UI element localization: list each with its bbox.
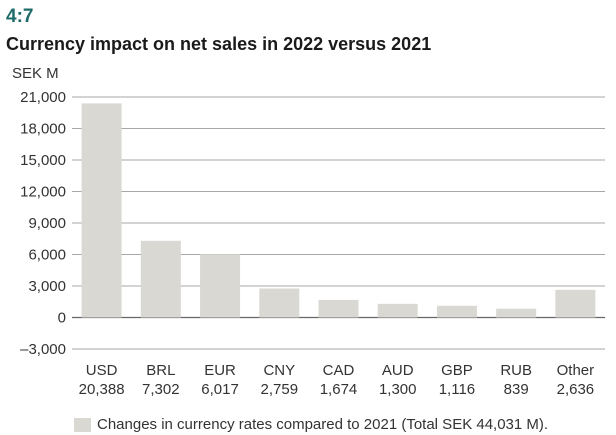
x-axis-labels: USD 20,388 BRL 7,302 EUR 6,017 CNY 2,759 CAD 1,67… <box>79 362 594 398</box>
x-tick-label: AUD <box>382 362 414 379</box>
bar-value-label: 1,300 <box>379 381 417 398</box>
y-tick-label: 3,000 <box>28 278 66 295</box>
bar-value-label: 20,388 <box>79 381 125 398</box>
y-tick-label: –3,000 <box>20 341 66 358</box>
figure-number: 4:7 <box>6 6 34 27</box>
bar-gbp <box>436 305 477 318</box>
legend: Changes in currency rates compared to 20… <box>74 416 548 433</box>
bar-rub <box>496 308 537 318</box>
y-axis-ticks: –3,000 0 3,000 6,000 9,000 12,000 15,000 18,000… <box>20 89 66 358</box>
legend-swatch <box>74 417 91 432</box>
bar-eur <box>200 254 241 318</box>
y-tick-label: 18,000 <box>20 121 66 138</box>
bar-value-label: 6,017 <box>201 381 239 398</box>
bar-value-label: 839 <box>504 381 529 398</box>
y-tick-label: 0 <box>58 310 66 327</box>
y-tick-label: 12,000 <box>20 184 66 201</box>
bar-aud <box>377 303 418 318</box>
y-tick-label: 15,000 <box>20 152 66 169</box>
y-axis-unit-label: SEK M <box>12 65 59 82</box>
bars <box>81 103 596 318</box>
x-tick-label: Other <box>557 362 595 379</box>
y-tick-label: 9,000 <box>28 215 66 232</box>
bar-usd <box>81 103 122 318</box>
legend-label: Changes in currency rates compared to 20… <box>97 416 549 433</box>
x-tick-label: GBP <box>441 362 473 379</box>
x-tick-label: BRL <box>146 362 175 379</box>
bar-value-label: 1,674 <box>320 381 358 398</box>
bar-other <box>555 289 596 318</box>
bar-brl <box>140 240 181 318</box>
bar-value-label: 1,116 <box>439 381 475 398</box>
x-tick-label: RUB <box>500 362 532 379</box>
bar-cad <box>318 299 359 318</box>
x-tick-label: USD <box>86 362 118 379</box>
bar-cny <box>259 288 300 318</box>
x-tick-label: EUR <box>204 362 236 379</box>
y-tick-label: 21,000 <box>20 89 66 106</box>
chart-title: Currency impact on net sales in 2022 ver… <box>6 34 432 54</box>
bar-value-label: 7,302 <box>142 381 180 398</box>
bar-value-label: 2,636 <box>557 381 595 398</box>
x-tick-label: CNY <box>263 362 295 379</box>
y-tick-label: 6,000 <box>28 247 66 264</box>
bar-value-label: 2,759 <box>261 381 299 398</box>
x-tick-label: CAD <box>323 362 355 379</box>
